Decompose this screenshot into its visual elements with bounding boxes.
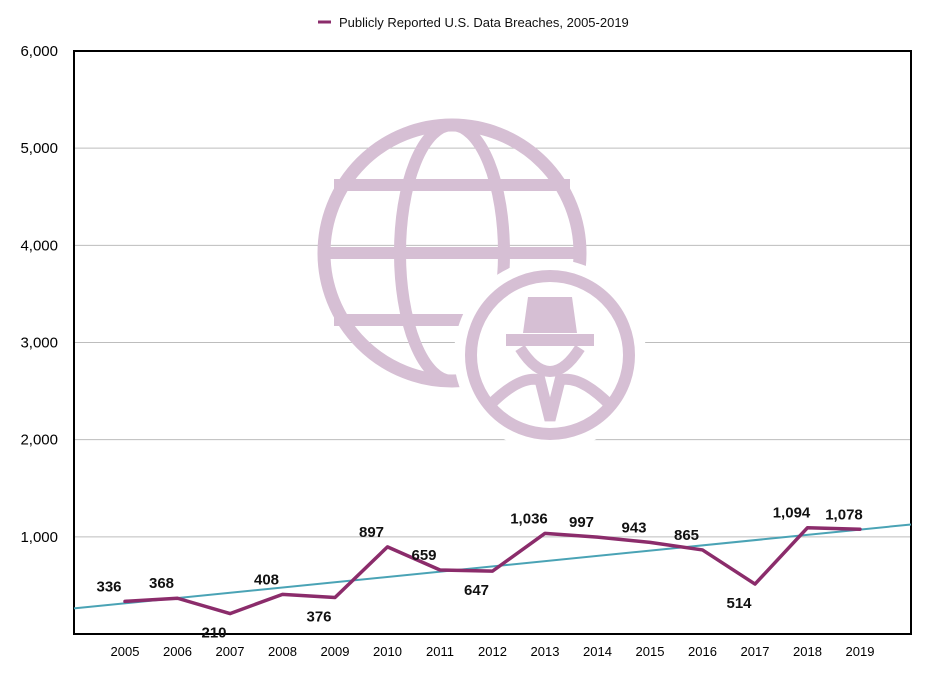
data-label: 1,094 [773,505,811,522]
data-label: 997 [569,514,594,531]
plot-area-frame [73,50,912,635]
x-tick-label: 2005 [111,644,140,659]
spy-face [515,344,585,377]
x-tick-label: 2007 [216,644,245,659]
legend-label: Publicly Reported U.S. Data Breaches, 20… [339,15,629,30]
globe-spy-icon [317,118,646,451]
x-tick-label: 2013 [531,644,560,659]
data-label: 943 [621,519,646,536]
data-label: 376 [306,608,331,625]
spy-hat-icon [506,297,594,346]
y-tick-label: 5,000 [20,140,58,157]
x-tick-label: 2011 [426,644,454,659]
x-tick-label: 2017 [741,644,770,659]
trendline [73,523,912,610]
data-label: 368 [149,575,174,592]
x-tick-label: 2018 [793,644,822,659]
series-line [123,525,862,616]
y-tick-label: 4,000 [20,237,58,254]
series-layer [73,523,912,616]
x-tick-label: 2010 [373,644,402,659]
legend: Publicly Reported U.S. Data Breaches, 20… [318,15,629,30]
x-tick-label: 2016 [688,644,717,659]
data-labels: 336 368 210 408 376 897 659 647 1,036 997 943 865 51… [96,505,862,642]
data-label: 1,078 [825,506,863,523]
x-tick-label: 2012 [478,644,507,659]
x-axis-ticks: 2005 2006 2007 2008 2009 2010 2011 2012 2013 2014… [111,644,875,659]
y-tick-label: 1,000 [20,529,58,546]
data-label: 1,036 [510,510,548,527]
data-label: 210 [201,625,226,642]
data-label: 514 [726,595,752,612]
data-label: 865 [674,527,699,544]
y-tick-label: 2,000 [20,432,58,449]
spy-coat [486,373,614,422]
spy-badge-background [454,259,646,451]
x-tick-label: 2006 [163,644,192,659]
x-tick-label: 2014 [583,644,612,659]
data-label: 408 [254,571,279,588]
data-label: 647 [464,582,489,599]
x-tick-label: 2019 [846,644,875,659]
y-axis-ticks: 1,000 2,000 3,000 4,000 5,000 6,000 [20,43,58,546]
data-label: 897 [359,524,384,541]
x-tick-label: 2015 [636,644,665,659]
data-label: 659 [411,547,436,564]
x-tick-label: 2008 [268,644,297,659]
y-tick-label: 6,000 [20,43,58,60]
y-tick-label: 3,000 [20,335,58,352]
spy-badge-ring [465,270,635,440]
x-tick-label: 2009 [321,644,350,659]
data-label: 336 [96,578,121,595]
